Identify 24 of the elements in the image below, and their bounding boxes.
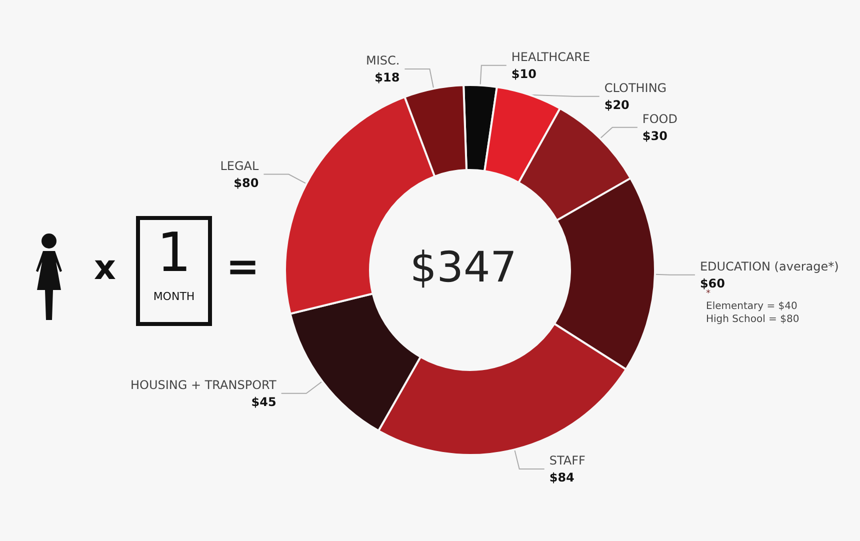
slice-label: HOUSING + TRANSPORT (130, 378, 277, 392)
slice-label: FOOD (642, 112, 678, 126)
data-label: $30 (642, 128, 668, 143)
text: High School = $80 (706, 313, 800, 326)
text: x (94, 248, 116, 288)
slice-label: LEGAL (220, 158, 260, 173)
data-label: $60 (700, 276, 726, 290)
slice-label: MISC. (366, 54, 400, 68)
text: * (706, 289, 710, 299)
slice-label: CLOTHING (604, 80, 667, 95)
data-label: $10 (511, 66, 536, 81)
data-label: $18 (374, 70, 400, 84)
text: = (226, 244, 260, 290)
data-label: $20 (604, 98, 630, 112)
slice-label: HEALTHCARE (511, 50, 590, 64)
data-label: $45 (251, 394, 276, 409)
slice-label: EDUCATION (average*) (700, 259, 839, 274)
text: $347 (410, 242, 517, 292)
data-label: $80 (234, 176, 259, 190)
text: 1 (156, 221, 192, 284)
text: Elementary = $40 (706, 300, 798, 313)
data-label: $84 (549, 470, 574, 484)
slice-label: STAFF (549, 453, 586, 468)
text: MONTH (152, 290, 196, 304)
